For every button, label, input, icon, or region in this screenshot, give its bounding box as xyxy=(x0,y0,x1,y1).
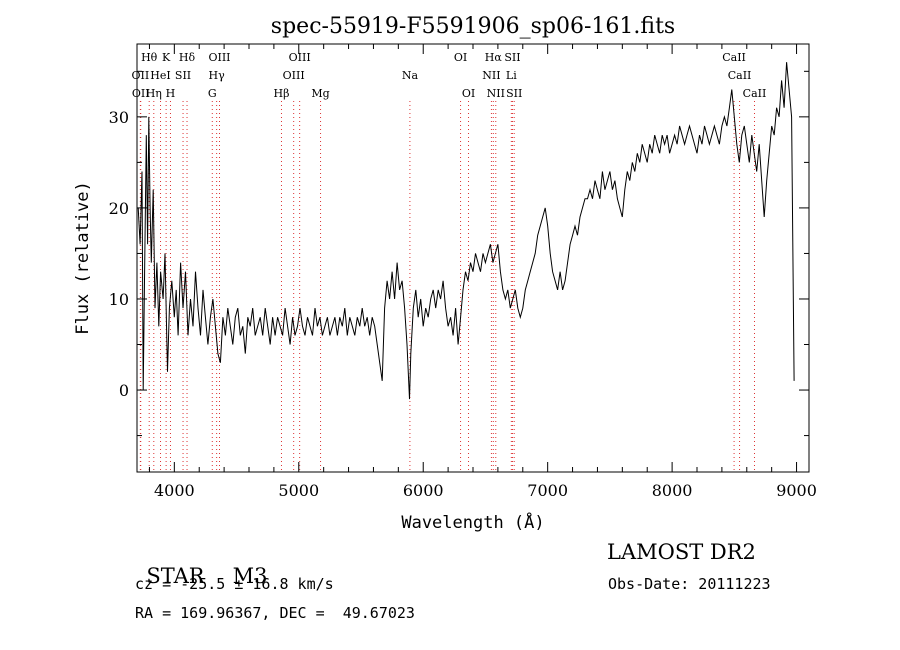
line-label: Hδ xyxy=(179,51,196,64)
line-label: OI xyxy=(454,51,467,64)
line-label: OII xyxy=(132,69,150,82)
line-label: K xyxy=(162,51,171,64)
plot-frame xyxy=(136,43,810,473)
obs-date: Obs-Date: 20111223 xyxy=(608,575,771,593)
spectrum-series-line xyxy=(137,62,795,400)
line-label: OI xyxy=(462,87,475,100)
line-label: NII xyxy=(482,69,500,82)
x-tick-label: 8000 xyxy=(652,481,693,500)
line-label: OIII xyxy=(289,51,311,64)
line-label: SII xyxy=(175,69,191,82)
y-tick-label: 0 xyxy=(119,381,129,400)
y-tick-label: 20 xyxy=(109,199,129,218)
x-axis: 4000 5000 6000 7000 8000 9000 xyxy=(148,44,817,500)
redshift-info: cz = -25.5 ± 16.8 km/s xyxy=(135,575,334,593)
line-label: CaII xyxy=(722,51,746,64)
line-label: Hα xyxy=(485,51,503,64)
x-tick-label: 6000 xyxy=(403,481,444,500)
line-label: HeI xyxy=(150,69,170,82)
line-label: G xyxy=(208,87,217,100)
line-label: Li xyxy=(506,69,517,82)
x-tick-label: 5000 xyxy=(278,481,319,500)
survey-name: LAMOST DR2 xyxy=(607,540,756,564)
object-class-text: STAR xyxy=(146,564,205,588)
object-class: STAR M3 xyxy=(133,540,267,588)
coordinates: RA = 169.96367, DEC = 49.67023 xyxy=(135,604,415,622)
x-tick-label: 7000 xyxy=(527,481,568,500)
line-label: OII xyxy=(132,87,150,100)
object-subclass: M3 xyxy=(232,564,268,588)
line-label: Hθ xyxy=(141,51,158,64)
line-label: Hγ xyxy=(209,69,226,82)
line-label: NII xyxy=(487,87,505,100)
x-tick-label: 9000 xyxy=(776,481,817,500)
line-label: Mg xyxy=(311,87,329,100)
line-label: SII xyxy=(504,51,520,64)
y-tick-label: 10 xyxy=(109,290,129,309)
x-axis-label: Wavelength (Å) xyxy=(401,511,544,533)
y-axis: 0 10 20 30 xyxy=(109,70,809,437)
spectral-line-labels: Hθ OII OII K HeI Hη SII H Hδ OIII Hγ G OIII OIII Hβ Mg N… xyxy=(132,51,767,100)
line-label: SII xyxy=(506,87,522,100)
line-label: Na xyxy=(402,69,419,82)
line-label: H xyxy=(166,87,176,100)
line-label: OIII xyxy=(283,69,305,82)
y-tick-label: 30 xyxy=(109,108,129,127)
y-axis-label: Flux (relative) xyxy=(73,181,93,335)
line-label: Hβ xyxy=(274,87,290,100)
line-label: CaII xyxy=(728,69,752,82)
line-label: OIII xyxy=(208,51,230,64)
line-label: Hη xyxy=(146,87,162,100)
x-tick-label: 4000 xyxy=(154,481,195,500)
line-label: CaII xyxy=(743,87,767,100)
spectral-line-markers xyxy=(139,101,755,472)
chart-title: spec-55919-F5591906_sp06-161.fits xyxy=(271,14,675,39)
